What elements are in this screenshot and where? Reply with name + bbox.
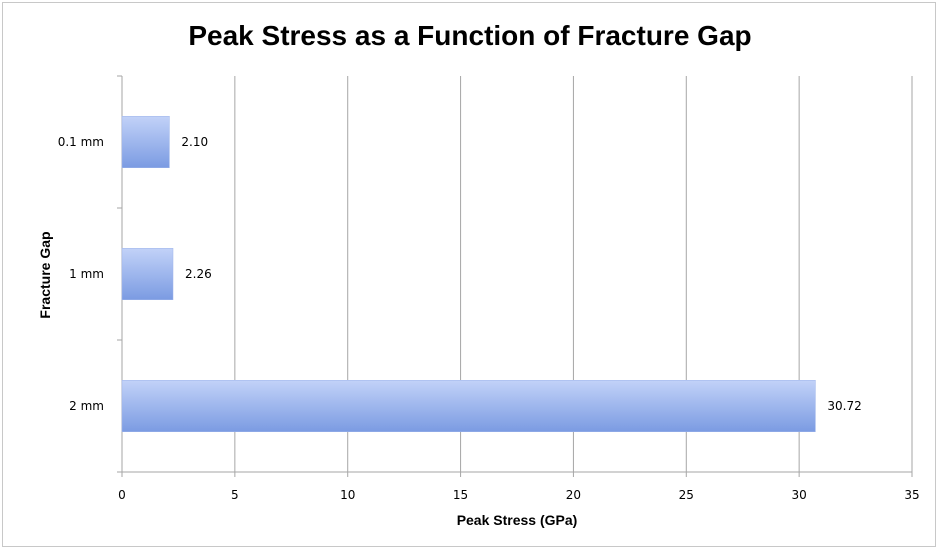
data-label: 30.72 <box>827 399 861 413</box>
y-tick-label: 0.1 mm <box>58 135 104 149</box>
bar-0-1-mm <box>121 116 170 168</box>
x-tick-label: 35 <box>904 488 919 502</box>
bar-2-mm <box>121 380 816 432</box>
data-label: 2.10 <box>181 135 208 149</box>
x-tick-label: 30 <box>792 488 807 502</box>
x-tick-label: 20 <box>566 488 581 502</box>
x-tick-label: 10 <box>340 488 355 502</box>
y-tick-label: 2 mm <box>69 399 104 413</box>
bar-1-mm <box>121 248 174 300</box>
y-tick-label: 1 mm <box>69 267 104 281</box>
x-tick-label: 15 <box>453 488 468 502</box>
bars <box>121 116 816 432</box>
labels: 0 5 10 15 20 25 30 35 0.1 mm 2.10 1 mm 2.26 2 mm 30.7… <box>58 135 920 502</box>
chart-title: Peak Stress as a Function of Fracture Ga… <box>188 20 752 51</box>
x-tick-label: 0 <box>118 488 126 502</box>
y-axis-title: Fracture Gap <box>37 231 53 318</box>
x-axis-title: Peak Stress (GPa) <box>457 512 578 528</box>
data-label: 2.26 <box>185 267 212 281</box>
x-tick-label: 25 <box>679 488 694 502</box>
x-tick-label: 5 <box>231 488 239 502</box>
